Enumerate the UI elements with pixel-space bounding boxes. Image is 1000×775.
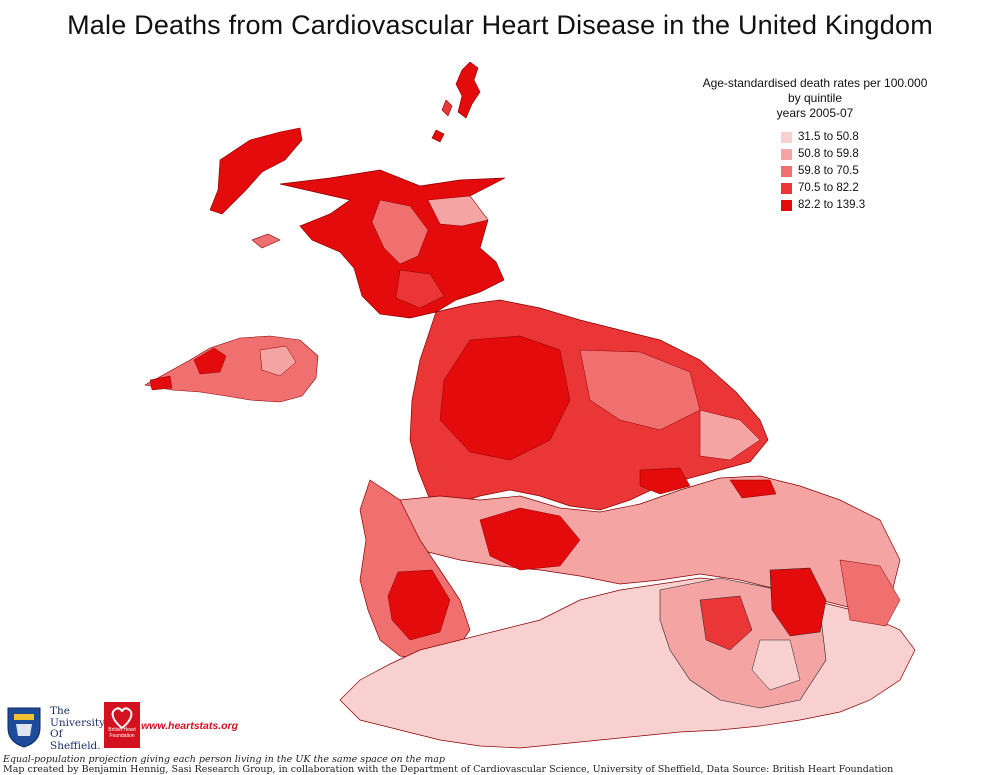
university-name: The University Of Sheffield. (50, 705, 106, 752)
legend-label: 70.5 to 82.2 (798, 182, 859, 194)
legend-line-3: years 2005-07 (776, 106, 854, 120)
legend-label: 82.2 to 139.3 (798, 199, 866, 211)
legend-line-1: Age-standardised death rates per 100.000 (702, 76, 928, 90)
legend-swatch (781, 165, 792, 177)
legend-swatch (781, 199, 792, 211)
legend-swatch (781, 182, 792, 194)
legend-item: 70.5 to 82.2 (781, 180, 865, 196)
legend-item: 59.8 to 70.5 (781, 163, 865, 179)
bhf-label: British Heart Foundation (108, 727, 136, 739)
legend-item: 31.5 to 50.8 (781, 129, 865, 145)
small-island (149, 375, 173, 391)
university-crest-icon (7, 707, 41, 748)
legend-label: 59.8 to 70.5 (798, 165, 859, 177)
scotland (279, 169, 506, 319)
southern-england (339, 559, 916, 749)
university-line: University (50, 716, 106, 729)
bhf-logo-icon (104, 702, 140, 748)
university-line: Of (50, 728, 63, 740)
hebrides-islands (209, 127, 303, 249)
map-title: Male Deaths from Cardiovascular Heart Di… (67, 10, 933, 40)
legend-swatch (781, 131, 792, 143)
legend-label: 50.8 to 59.8 (798, 148, 859, 160)
wales (359, 479, 471, 661)
legend-heading: Age-standardised death rates per 100.000… (690, 76, 940, 121)
legend-items: 31.5 to 50.8 50.8 to 59.8 59.8 to 70.5 7… (781, 129, 865, 214)
shetland-islands (431, 61, 481, 143)
northern-england (409, 299, 769, 511)
credit-note: Map created by Benjamin Hennig, Sasi Res… (3, 764, 894, 775)
university-line: The (50, 705, 70, 717)
legend-swatch (781, 148, 792, 160)
projection-note: Equal-population projection giving each … (3, 754, 445, 765)
heartstats-link[interactable]: www.heartstats.org (141, 720, 239, 732)
northern-ireland (144, 335, 319, 403)
legend-item: 50.8 to 59.8 (781, 146, 865, 162)
legend-line-2: by quintile (787, 91, 843, 105)
university-line: Sheffield. (50, 739, 101, 752)
legend-label: 31.5 to 50.8 (798, 131, 859, 143)
legend-item: 82.2 to 139.3 (781, 197, 865, 213)
